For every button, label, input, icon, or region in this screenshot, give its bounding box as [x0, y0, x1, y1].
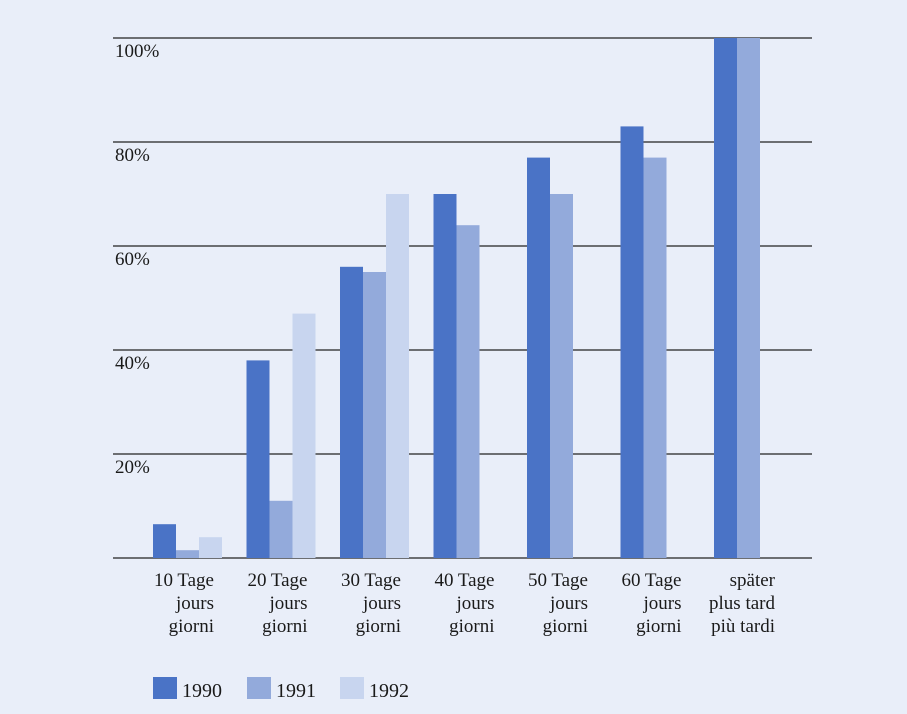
x-tick-label: jours: [643, 593, 682, 614]
bar-1990: [153, 524, 176, 558]
x-tick-label: jours: [175, 593, 214, 614]
bar-1990: [620, 126, 644, 559]
y-tick-label: 20%: [115, 457, 150, 478]
legend-swatch-1992: [340, 677, 364, 699]
bar-1991: [456, 225, 480, 558]
bar-1990: [714, 38, 737, 558]
bar-1991: [737, 38, 760, 558]
bar-1990: [433, 194, 457, 558]
legend-swatch-1991: [247, 677, 271, 699]
x-tick-label: giorni: [262, 616, 307, 637]
bar-1992: [199, 537, 222, 558]
bar-1991: [269, 500, 293, 558]
bar-1990: [340, 266, 363, 558]
x-tick-label: jours: [549, 593, 588, 614]
legend-swatch-1990: [153, 677, 177, 699]
x-tick-label: 60 Tage: [621, 570, 681, 591]
x-tick-label: giorni: [449, 616, 494, 637]
x-tick-label: giorni: [356, 616, 401, 637]
x-tick-label: jours: [362, 593, 401, 614]
bar-1992: [386, 194, 409, 558]
y-tick-label: 60%: [115, 249, 150, 270]
bar-1992: [292, 313, 316, 558]
bar-1990: [246, 360, 270, 558]
x-tick-label: giorni: [636, 616, 681, 637]
bar-1991: [550, 194, 573, 558]
bar-1991: [363, 272, 386, 558]
x-tick-label: 50 Tage: [528, 570, 588, 591]
x-tick-label: 20 Tage: [247, 570, 307, 591]
bar-1991: [176, 550, 199, 558]
x-tick-label: più tardi: [711, 616, 775, 637]
y-tick-label: 80%: [115, 145, 150, 166]
x-tick-label: 30 Tage: [341, 570, 401, 591]
x-tick-label: später: [730, 570, 776, 591]
x-tick-label: giorni: [169, 616, 214, 637]
x-tick-label: giorni: [543, 616, 588, 637]
x-tick-label: plus tard: [709, 593, 775, 614]
x-tick-label: jours: [456, 593, 495, 614]
bar-1990: [527, 157, 550, 558]
y-tick-label: 100%: [115, 41, 160, 62]
x-tick-label: jours: [269, 593, 308, 614]
bar-1991: [643, 157, 667, 558]
legend-label: 1992: [369, 680, 409, 702]
y-tick-label: 40%: [115, 353, 150, 374]
legend-label: 1991: [276, 680, 316, 702]
x-tick-label: 40 Tage: [434, 570, 494, 591]
legend-label: 1990: [182, 680, 222, 702]
x-tick-label: 10 Tage: [154, 570, 214, 591]
